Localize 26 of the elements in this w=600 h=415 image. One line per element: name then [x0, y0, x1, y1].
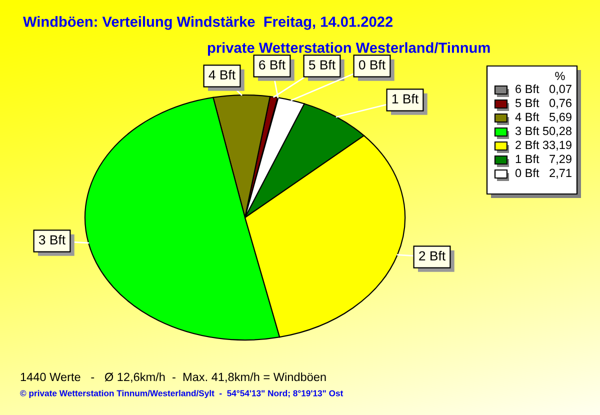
legend-label: 1 Bft: [516, 154, 540, 164]
legend-label: 2 Bft: [516, 140, 540, 150]
data-label: 0,07: [549, 84, 572, 95]
legend-label: 5 Bft: [515, 98, 540, 108]
legend-title: %: [555, 72, 565, 80]
data-label: 50,28: [542, 126, 572, 137]
slice-label: 3 Bft: [38, 234, 66, 245]
slice-label: 5 Bft: [308, 60, 336, 70]
slice-label: 2 Bft: [419, 250, 446, 261]
text: © private Wetterstation Tinnum/Westerland/Sylt - 54°54'13" Nord; 8°19'13" Ost: [20, 390, 344, 398]
slice-label: 0 Bft: [358, 60, 386, 70]
slice-label: 1 Bft: [392, 94, 418, 104]
legend-label: 0 Bft: [515, 168, 540, 178]
chart-subtitle: private Wetterstation Westerland/Tinnum: [208, 42, 490, 56]
data-label: 0,76: [549, 98, 572, 109]
slice-label: 6 Bft: [259, 60, 286, 70]
legend-label: 3 Bft: [515, 126, 540, 136]
text: 1440 Werte - Ø 12,6km/h - Max. 41,8km/h = Windböen: [20, 372, 326, 383]
data-label: 7,29: [550, 154, 572, 165]
slice-label: 4 Bft: [208, 70, 236, 80]
data-label: 5,69: [549, 112, 572, 123]
legend-label: 4 Bft: [515, 112, 540, 122]
data-label: 2,71: [550, 168, 572, 179]
data-label: 33,19: [542, 140, 572, 151]
legend-label: 6 Bft: [516, 84, 540, 94]
chart-title: Windböen: Verteilung Windstärke Freitag, 14.01.2022: [23, 16, 393, 30]
